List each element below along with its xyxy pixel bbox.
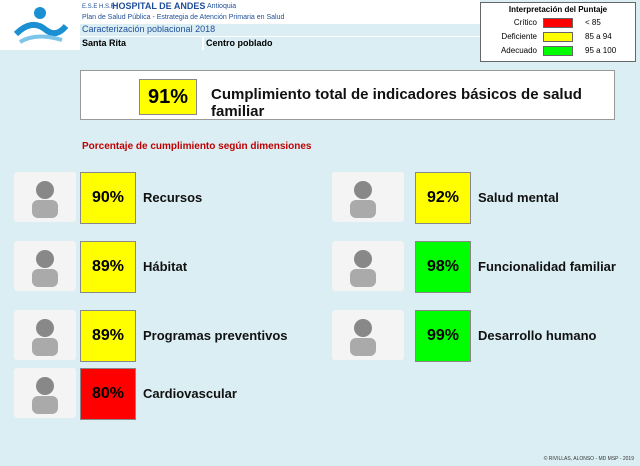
total-label: Cumplimiento total de indicadores básico… <box>211 86 582 120</box>
caption: Caracterización poblacional 2018 <box>80 24 482 36</box>
dimension-icon <box>332 172 404 222</box>
dimension-value: 89% <box>80 241 136 293</box>
org-prefix: E.S.E H.S.R <box>82 4 116 10</box>
legend-label: Adecuado <box>500 46 537 55</box>
dimension-value: 92% <box>415 172 471 224</box>
legend-range: < 85 <box>585 18 601 27</box>
dimension-value: 90% <box>80 172 136 224</box>
total-panel: 91% Cumplimiento total de indicadores bá… <box>80 70 615 120</box>
legend-swatch <box>543 18 573 28</box>
icon-shape <box>32 181 58 218</box>
dimension-value: 80% <box>80 368 136 420</box>
legend-swatch <box>543 46 573 56</box>
dimension-label: Desarrollo humano <box>478 328 597 343</box>
total-value: 91% <box>139 79 197 115</box>
header: E.S.E H.S.R HOSPITAL DE ANDES Antioquia … <box>0 0 482 50</box>
dimension-icon <box>14 368 76 418</box>
legend-range: 95 a 100 <box>585 46 617 55</box>
legend-swatch <box>543 32 573 42</box>
place: Santa Rita <box>80 37 202 50</box>
icon-shape <box>32 319 58 356</box>
dimension-icon <box>332 310 404 360</box>
legend: Interpretación del Puntaje Crítico < 85 De… <box>480 2 636 62</box>
dimension-label: Recursos <box>143 190 203 205</box>
dimension-icon <box>14 310 76 360</box>
dimension-label: Hábitat <box>143 259 188 274</box>
section-title: Porcentaje de cumplimiento según dimensi… <box>82 141 312 152</box>
hospital: HOSPITAL DE ANDES <box>112 1 206 11</box>
dimension-label: Cardiovascular <box>143 386 237 401</box>
legend-label: Deficiente <box>501 32 537 41</box>
legend-title: Interpretación del Puntaje <box>508 5 608 14</box>
dimension-value: 99% <box>415 310 471 362</box>
icon-shape <box>350 181 376 218</box>
region: Antioquia <box>207 3 237 10</box>
dimension-icon <box>14 172 76 222</box>
dimension-icon <box>14 241 76 291</box>
icon-shape <box>350 250 376 287</box>
dimension-label: Programas preventivos <box>143 328 288 343</box>
subtitle: Plan de Salud Pública - Estrategia de At… <box>82 14 285 21</box>
icon-shape <box>32 250 58 287</box>
icon-shape <box>350 319 376 356</box>
icon-shape <box>32 377 58 414</box>
dimension-label: Salud mental <box>478 190 559 205</box>
dimension-value: 98% <box>415 241 471 293</box>
dimension-icon <box>332 241 404 291</box>
dimension-label: Funcionalidad familiar <box>478 259 616 274</box>
footer: © RIVILLAS, ALONSO - MD MSP - 2019 <box>543 456 634 462</box>
legend-label: Crítico <box>513 18 537 27</box>
legend-range: 85 a 94 <box>585 32 612 41</box>
logo <box>13 7 68 44</box>
dimension-value: 89% <box>80 310 136 362</box>
place-type: Centro poblado <box>204 37 482 50</box>
